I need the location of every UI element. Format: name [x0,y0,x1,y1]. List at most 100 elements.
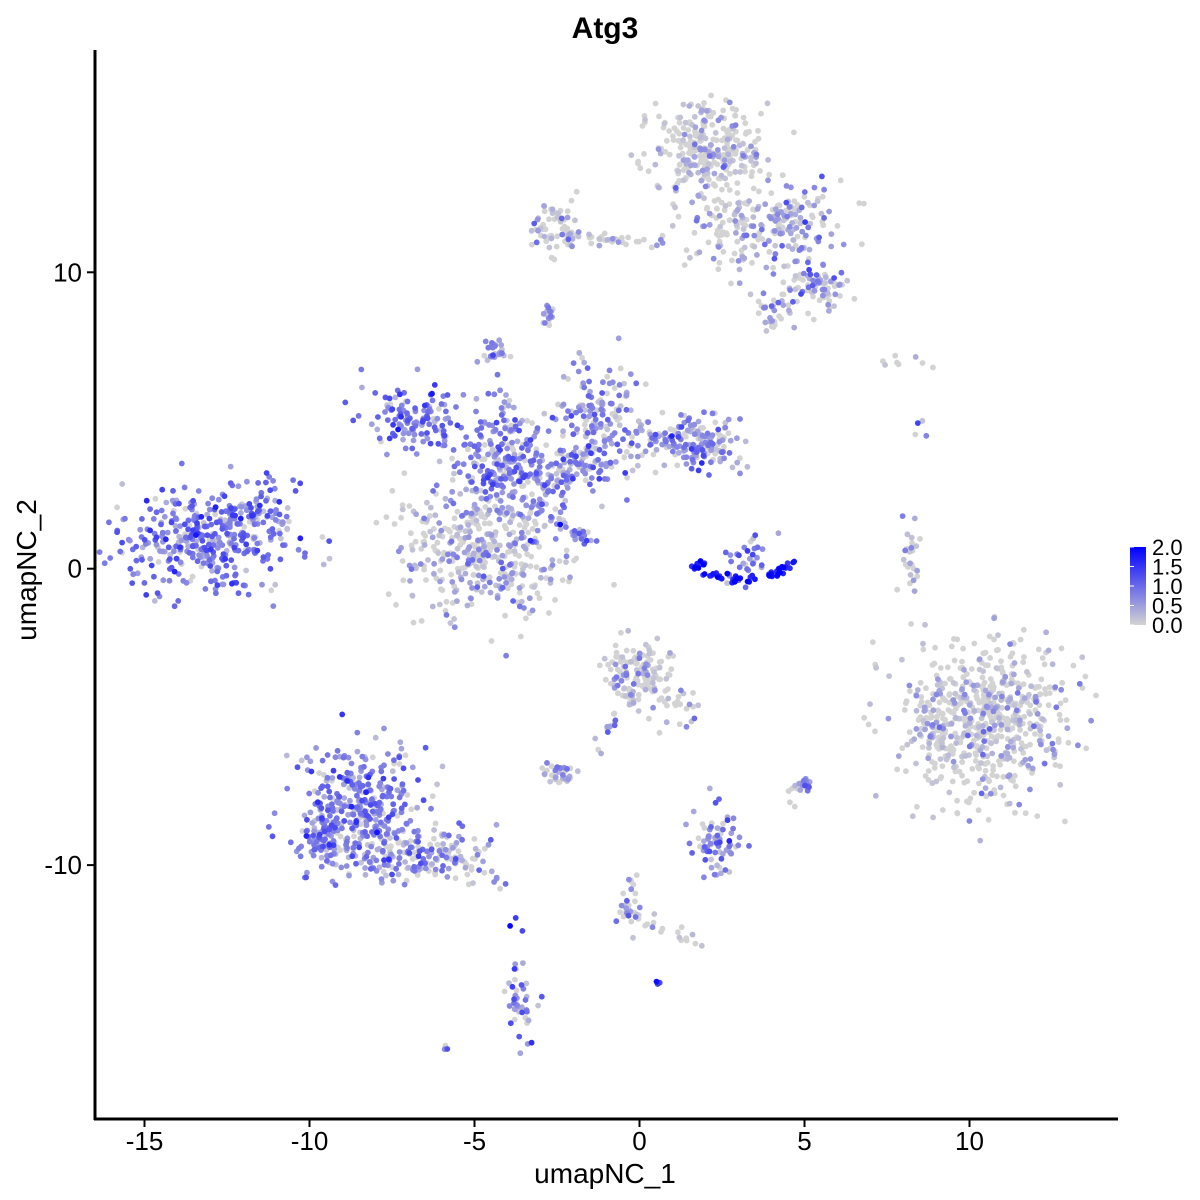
cell-point [776,313,782,320]
cell-point [554,484,561,490]
cell-point [837,177,844,184]
cell-point [706,472,712,478]
cell-point [654,242,660,249]
cell-point [1016,801,1023,808]
cell-point [428,846,435,853]
cell-point [324,774,331,781]
cell-point [1022,756,1029,763]
cell-point [765,177,771,184]
cell-point [699,158,706,164]
cell-point [563,415,569,422]
cell-point [431,835,437,842]
cell-point [383,831,390,837]
cell-point [400,430,407,437]
cell-point [1029,765,1036,772]
cell-point [423,865,429,872]
cell-point [399,826,406,833]
cell-point [1012,783,1019,790]
cell-point [498,412,505,418]
cell-point [465,534,472,540]
cell-point [714,862,720,869]
cell-point [474,358,481,365]
cell-point [534,590,541,597]
cell-point [771,307,778,314]
cell-point [729,257,735,264]
cell-point [439,422,446,429]
cell-point [509,983,516,990]
cell-point [553,243,560,250]
legend-label: 1.5 [1152,555,1183,580]
cell-point [502,475,509,482]
cell-point [304,869,310,876]
cell-point [635,160,641,167]
cell-point [700,561,707,568]
cell-point [712,849,719,856]
cell-point [797,787,804,793]
cell-point [426,421,433,428]
cell-point [614,666,621,673]
cell-point [635,696,642,703]
cell-point [809,212,815,219]
cell-point [669,448,676,455]
cell-point [683,705,690,712]
cell-point [948,733,954,740]
cell-point [966,702,973,708]
cell-point [541,203,547,209]
cell-point [586,231,592,238]
cell-point [534,425,541,431]
cell-point [909,813,916,820]
cell-point [624,897,630,904]
cell-point [505,504,512,511]
cell-point [791,803,798,810]
cell-point [720,164,727,171]
cell-point [712,799,719,806]
cell-point [940,695,946,701]
cell-point [686,701,693,708]
cell-point [481,442,488,448]
cell-point [546,244,553,251]
cell-point [689,456,696,463]
cell-point [464,871,471,878]
cell-point [428,805,434,812]
cell-point [552,774,559,781]
cell-point [755,310,762,317]
cell-point [117,548,124,555]
cell-point [485,344,492,351]
cell-point [235,590,242,597]
cell-point [675,693,682,700]
cell-point [748,173,755,180]
cell-point [507,1020,514,1027]
cell-point [400,577,407,584]
cell-point [648,244,655,251]
cell-point [938,737,945,744]
cell-point [378,768,385,775]
cell-point [243,567,250,574]
cell-point [498,482,505,489]
cell-point [119,539,125,546]
cell-point [381,840,387,846]
cell-point [646,715,652,722]
cell-point [509,455,516,462]
legend-label: 0.5 [1152,594,1183,619]
cell-point [403,820,410,827]
cell-point [386,435,393,442]
cell-point [685,157,691,164]
cell-point [399,781,406,787]
cell-point [564,208,571,215]
cell-point [222,556,229,562]
cell-point [499,462,505,469]
cell-point [497,885,503,892]
cell-point [212,511,219,518]
cell-point [468,454,474,461]
cell-point [734,435,740,442]
cell-point [836,282,842,288]
cell-point [491,553,498,560]
cell-point [593,538,600,544]
cell-point [477,468,484,474]
cell-point [481,520,488,527]
cell-point [487,520,493,527]
cell-point [720,248,727,255]
cell-point [763,264,770,271]
cell-point [471,836,478,842]
cell-point [625,627,632,634]
